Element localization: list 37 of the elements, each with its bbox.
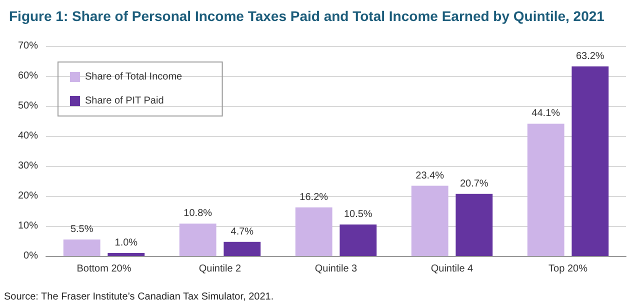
y-tick-label: 40% bbox=[18, 130, 38, 142]
bar bbox=[527, 124, 564, 256]
data-label: 63.2% bbox=[576, 50, 604, 62]
data-label: 1.0% bbox=[114, 238, 138, 248]
bar bbox=[340, 224, 377, 256]
bar bbox=[572, 66, 609, 256]
bar bbox=[108, 253, 145, 256]
data-label: 5.5% bbox=[70, 224, 94, 235]
bar bbox=[224, 242, 261, 256]
legend-label: Share of PIT Paid bbox=[85, 96, 164, 106]
y-tick-label: 60% bbox=[18, 70, 38, 82]
bar bbox=[295, 207, 332, 256]
x-tick-label: Quintile 3 bbox=[314, 264, 358, 274]
source-note: Source: The Fraser Institute’s Canadian Tax Simulator, 2021. bbox=[4, 292, 274, 302]
chart-title: Figure 1: Share of Personal Income Taxes Paid and Total Income Earned by Quintile, 2021 bbox=[9, 8, 605, 24]
x-tick-label: Quintile 4 bbox=[430, 264, 474, 274]
data-label: 44.1% bbox=[532, 108, 560, 120]
bar bbox=[63, 240, 100, 256]
data-label: 20.7% bbox=[460, 178, 488, 190]
x-tick-label: Top 20% bbox=[548, 264, 588, 274]
data-label: 10.5% bbox=[344, 209, 372, 220]
data-label: 4.7% bbox=[230, 226, 254, 238]
y-tick-label: 20% bbox=[18, 190, 38, 202]
y-tick-label: 10% bbox=[18, 220, 38, 232]
y-tick-label: 70% bbox=[18, 40, 38, 52]
y-tick-label: 30% bbox=[18, 160, 38, 172]
bar bbox=[179, 224, 216, 256]
data-label: 23.4% bbox=[416, 170, 444, 182]
y-tick-label: 50% bbox=[18, 100, 38, 112]
bar bbox=[411, 186, 448, 256]
legend-label: Share of Total Income bbox=[85, 72, 183, 82]
data-label: 10.8% bbox=[184, 208, 212, 220]
bar bbox=[456, 194, 493, 256]
y-tick-label: 0% bbox=[24, 250, 38, 262]
x-tick-label: Bottom 20% bbox=[76, 264, 132, 274]
x-tick-label: Quintile 2 bbox=[198, 264, 242, 274]
data-label: 16.2% bbox=[300, 192, 328, 203]
